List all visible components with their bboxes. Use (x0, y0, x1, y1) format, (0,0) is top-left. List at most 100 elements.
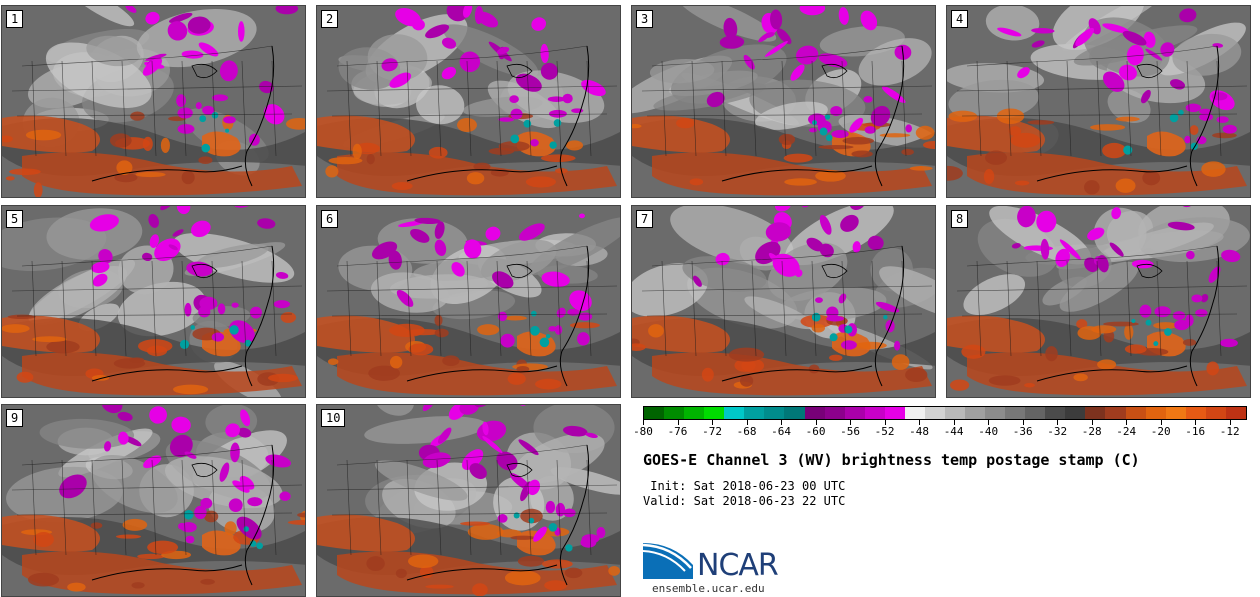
colorbar-tick-label: -36 (1012, 425, 1033, 438)
colorbar-tick (919, 420, 921, 425)
chart-title: GOES-E Channel 3 (WV) brightness temp po… (643, 451, 1140, 469)
panel-label: 2 (321, 10, 339, 28)
colorbar-swatch (804, 407, 825, 419)
colorbar-tick (884, 420, 886, 425)
panel-label: 8 (951, 210, 969, 228)
colorbar-tick (1195, 420, 1197, 425)
colorbar-swatch (884, 407, 905, 419)
colorbar-tick (953, 420, 955, 425)
colorbar-tick (746, 420, 748, 425)
colorbar-swatch (1065, 407, 1086, 419)
colorbar-tick-label: -68 (736, 425, 757, 438)
map-panel-8: 8 (946, 205, 1251, 398)
water-vapor-map (947, 6, 1250, 197)
colorbar-swatch (744, 407, 765, 419)
colorbar-swatch (844, 407, 865, 419)
water-vapor-map (317, 405, 620, 596)
colorbar-swatch (1005, 407, 1026, 419)
colorbar-tick-label: -24 (1116, 425, 1137, 438)
colorbar-swatch (864, 407, 885, 419)
colorbar-tick (1229, 420, 1231, 425)
map-panel-5: 5 (1, 205, 306, 398)
init-label: Init: (643, 479, 687, 493)
panel-label: 10 (321, 409, 346, 427)
colorbar-swatch (724, 407, 745, 419)
colorbar-swatch (1025, 407, 1046, 419)
colorbar-swatch (1225, 407, 1246, 419)
colorbar-tick-label: -52 (874, 425, 895, 438)
panel-label: 3 (636, 10, 654, 28)
colorbar-swatch (1185, 407, 1206, 419)
colorbar-swatch (1125, 407, 1146, 419)
colorbar-swatch (944, 407, 965, 419)
colorbar-tick-label: -40 (978, 425, 999, 438)
ncar-logo-text: NCAR (697, 548, 779, 583)
colorbar-tick-label: -12 (1219, 425, 1240, 438)
colorbar-swatch (1205, 407, 1226, 419)
colorbar-tick (1022, 420, 1024, 425)
colorbar-swatch (1145, 407, 1166, 419)
colorbar-tick-label: -48 (909, 425, 930, 438)
colorbar-ticks: -80 -76 -72 -68 -64 -60 -56 -52 -48 -44 -40 -36 -32-… (633, 420, 1247, 440)
water-vapor-map (947, 206, 1250, 397)
map-panel-4: 4 (946, 5, 1251, 198)
colorbar-tick (781, 420, 783, 425)
init-row: Init: Sat 2018-06-23 00 UTC (643, 479, 845, 493)
colorbar-tick (712, 420, 714, 425)
map-panel-3: 3 (631, 5, 936, 198)
map-panel-2: 2 (316, 5, 621, 198)
panel-label: 1 (6, 10, 24, 28)
colorbar-tick-label: -60 (805, 425, 826, 438)
valid-value: Sat 2018-06-23 22 UTC (693, 494, 846, 508)
colorbar-swatch (644, 407, 665, 419)
init-value: Sat 2018-06-23 00 UTC (693, 479, 846, 493)
water-vapor-map (317, 6, 620, 197)
valid-label: Valid: (643, 494, 687, 508)
colorbar-swatch (664, 407, 685, 419)
colorbar-tick (643, 420, 644, 425)
colorbar (643, 406, 1247, 420)
colorbar-tick (1126, 420, 1128, 425)
colorbar-swatch (684, 407, 705, 419)
map-panel-6: 6 (316, 205, 621, 398)
map-panel-7: 7 (631, 205, 936, 398)
panel-label: 4 (951, 10, 969, 28)
colorbar-tick (1091, 420, 1093, 425)
colorbar-tick-label: -76 (667, 425, 688, 438)
colorbar-swatch (1085, 407, 1106, 419)
colorbar-tick (988, 420, 990, 425)
colorbar-swatch (1105, 407, 1126, 419)
valid-row: Valid: Sat 2018-06-23 22 UTC (643, 494, 845, 508)
colorbar-swatch (764, 407, 785, 419)
panel-label: 5 (6, 210, 24, 228)
colorbar-tick-label: -28 (1081, 425, 1102, 438)
map-panel-1: 1 (1, 5, 306, 198)
water-vapor-map (2, 6, 305, 197)
panel-label: 7 (636, 210, 654, 228)
colorbar-tick-label: -56 (840, 425, 861, 438)
colorbar-swatch (904, 407, 925, 419)
map-panel-9: 9 (1, 404, 306, 597)
colorbar-tick-label: -32 (1047, 425, 1068, 438)
colorbar-tick-label: -16 (1185, 425, 1206, 438)
panel-label: 9 (6, 409, 24, 427)
colorbar-tick-label: -20 (1150, 425, 1171, 438)
colorbar-swatch (1045, 407, 1066, 419)
colorbar-tick (677, 420, 679, 425)
colorbar-tick-label: -80 (633, 425, 653, 438)
site-url[interactable]: ensemble.ucar.edu (652, 582, 765, 595)
colorbar-swatch (1165, 407, 1186, 419)
panel-label: 6 (321, 210, 339, 228)
colorbar-swatch (985, 407, 1006, 419)
colorbar-tick-label: -64 (771, 425, 791, 438)
colorbar-swatch (924, 407, 945, 419)
colorbar-swatch (704, 407, 725, 419)
water-vapor-map (2, 405, 305, 596)
colorbar-tick-label: -44 (943, 425, 964, 438)
colorbar-swatch (824, 407, 845, 419)
colorbar-tick (1160, 420, 1162, 425)
map-panel-10: 10 (316, 404, 621, 597)
colorbar-swatch (965, 407, 986, 419)
water-vapor-map (317, 206, 620, 397)
colorbar-tick (1057, 420, 1059, 425)
